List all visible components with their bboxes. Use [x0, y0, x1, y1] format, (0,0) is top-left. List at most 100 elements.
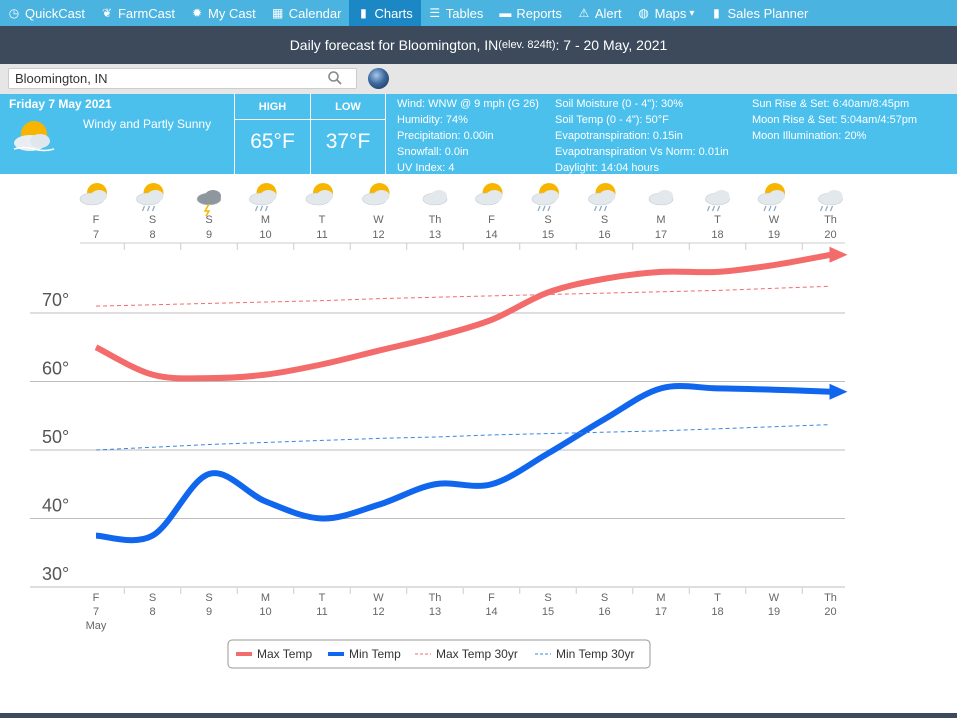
min-temp-30yr-legend-label: Min Temp 30yr: [556, 647, 634, 661]
search-input[interactable]: Bloomington, IN: [8, 68, 357, 89]
cloud-shape: [543, 190, 559, 202]
x-day-of-week: S: [544, 592, 551, 604]
nav-alert[interactable]: ⚠Alert: [570, 0, 630, 26]
top-nav: ◷QuickCast❦FarmCast ✹ My Cast ▦Calendar▮Cha…: [0, 0, 957, 26]
rain-drop: [266, 206, 268, 211]
min-temp-line: [96, 386, 831, 540]
today-condition: Windy and Partly Sunny: [83, 117, 211, 131]
nav-label: Charts: [374, 6, 412, 21]
top-day-number: 16: [598, 229, 610, 241]
nav-farmcast[interactable]: ❦FarmCast: [93, 0, 183, 26]
x-day-number: 18: [711, 606, 723, 618]
stat-line: Sun Rise & Set: 6:40am/8:45pm: [752, 96, 917, 112]
max-temp-legend-label: Max Temp: [257, 647, 312, 661]
x-day-number: 16: [598, 606, 610, 618]
warning-icon: ⚠: [577, 6, 591, 20]
partly-sunny-showers-icon: [250, 183, 277, 211]
y-tick-label: 50°: [42, 427, 69, 447]
nav-sales-planner[interactable]: ▮Sales Planner: [702, 0, 816, 26]
cloud-shape: [600, 190, 616, 202]
rain-drop: [143, 206, 145, 211]
top-day-of-week: Th: [824, 214, 837, 226]
partly-sunny-icon: [476, 183, 503, 205]
x-day-of-week: Th: [429, 592, 442, 604]
partly-sunny-icon: [80, 183, 107, 205]
stat-line: Snowfall: 0.0in: [397, 144, 539, 160]
rain-drop: [538, 206, 540, 211]
x-day-number: 14: [485, 606, 497, 618]
nav-tables[interactable]: ☰Tables: [421, 0, 492, 26]
y-tick-label: 60°: [42, 359, 69, 379]
top-day-of-week: S: [601, 214, 608, 226]
x-month-label: May: [86, 620, 107, 632]
x-day-of-week: Th: [824, 592, 837, 604]
high-value: 65°F: [235, 120, 310, 164]
stat-line: Evapotranspiration Vs Norm: 0.01in: [555, 144, 729, 160]
folder-icon: ▬: [498, 6, 512, 20]
x-day-of-week: S: [149, 592, 156, 604]
rain-drop: [713, 206, 715, 211]
stat-line: Soil Moisture (0 - 4"): 30%: [555, 96, 729, 112]
cloud-shape: [714, 190, 730, 202]
rain-drop: [605, 206, 607, 211]
cloudy-showers-icon: [819, 190, 843, 211]
x-day-number: 19: [768, 606, 780, 618]
x-day-number: 8: [149, 606, 155, 618]
x-day-of-week: F: [488, 592, 495, 604]
nav-quickcast[interactable]: ◷QuickCast: [0, 0, 93, 26]
cloud-shape: [91, 190, 107, 202]
nav-label: Maps: [655, 6, 687, 21]
cloud-shape: [487, 190, 503, 202]
gear-icon: ✹: [190, 6, 204, 20]
top-day-number: 14: [485, 229, 497, 241]
stats-col-2: Soil Moisture (0 - 4"): 30%Soil Temp (0 …: [555, 96, 729, 176]
cloud-shape: [769, 190, 785, 202]
partly-sunny-showers-icon: [532, 183, 559, 211]
globe-icon[interactable]: [368, 68, 389, 89]
stat-line: Evapotranspiration: 0.15in: [555, 128, 729, 144]
nav-my-cast[interactable]: ✹ My Cast: [183, 0, 264, 26]
rain-drop: [595, 206, 597, 211]
nav-calendar[interactable]: ▦Calendar: [264, 0, 350, 26]
x-day-of-week: W: [769, 592, 780, 604]
x-day-of-week: M: [656, 592, 665, 604]
partly-sunny-showers-icon: [758, 183, 785, 211]
x-day-of-week: S: [601, 592, 608, 604]
calendar-icon: ▦: [271, 6, 285, 20]
cloudy-icon: [423, 190, 447, 205]
thunderstorm-icon: [197, 190, 221, 216]
cloud-shape: [374, 190, 390, 202]
rain-drop: [148, 206, 150, 211]
stat-line: Moon Illumination: 20%: [752, 128, 917, 144]
top-day-number: 9: [206, 229, 212, 241]
top-day-number: 13: [429, 229, 441, 241]
x-day-of-week: W: [373, 592, 384, 604]
nav-label: My Cast: [208, 6, 256, 21]
x-day-number: 13: [429, 606, 441, 618]
globe-icon: ◍: [637, 6, 651, 20]
rain-drop: [826, 206, 828, 211]
partly-sunny-showers-icon: [137, 183, 164, 211]
x-day-of-week: T: [319, 592, 326, 604]
partly-sunny-windy-icon: [10, 116, 62, 156]
search-icon[interactable]: [327, 70, 343, 86]
x-day-number: 17: [655, 606, 667, 618]
rain-drop: [764, 206, 766, 211]
nav-charts[interactable]: ▮Charts: [349, 0, 420, 26]
partly-sunny-showers-icon: [589, 183, 616, 211]
x-day-number: 9: [206, 606, 212, 618]
y-tick-label: 70°: [42, 290, 69, 310]
clock-icon: ◷: [7, 6, 21, 20]
rain-drop: [543, 206, 545, 211]
x-day-of-week: T: [714, 592, 721, 604]
top-day-number: 8: [149, 229, 155, 241]
y-tick-label: 40°: [42, 496, 69, 516]
nav-reports[interactable]: ▬Reports: [491, 0, 570, 26]
cloud-shape: [657, 190, 673, 202]
cloud-shape: [261, 190, 277, 202]
max-temp-line: [96, 255, 831, 379]
nav-maps[interactable]: ◍Maps▾: [630, 0, 703, 26]
top-day-of-week: M: [656, 214, 665, 226]
x-day-number: 10: [259, 606, 271, 618]
